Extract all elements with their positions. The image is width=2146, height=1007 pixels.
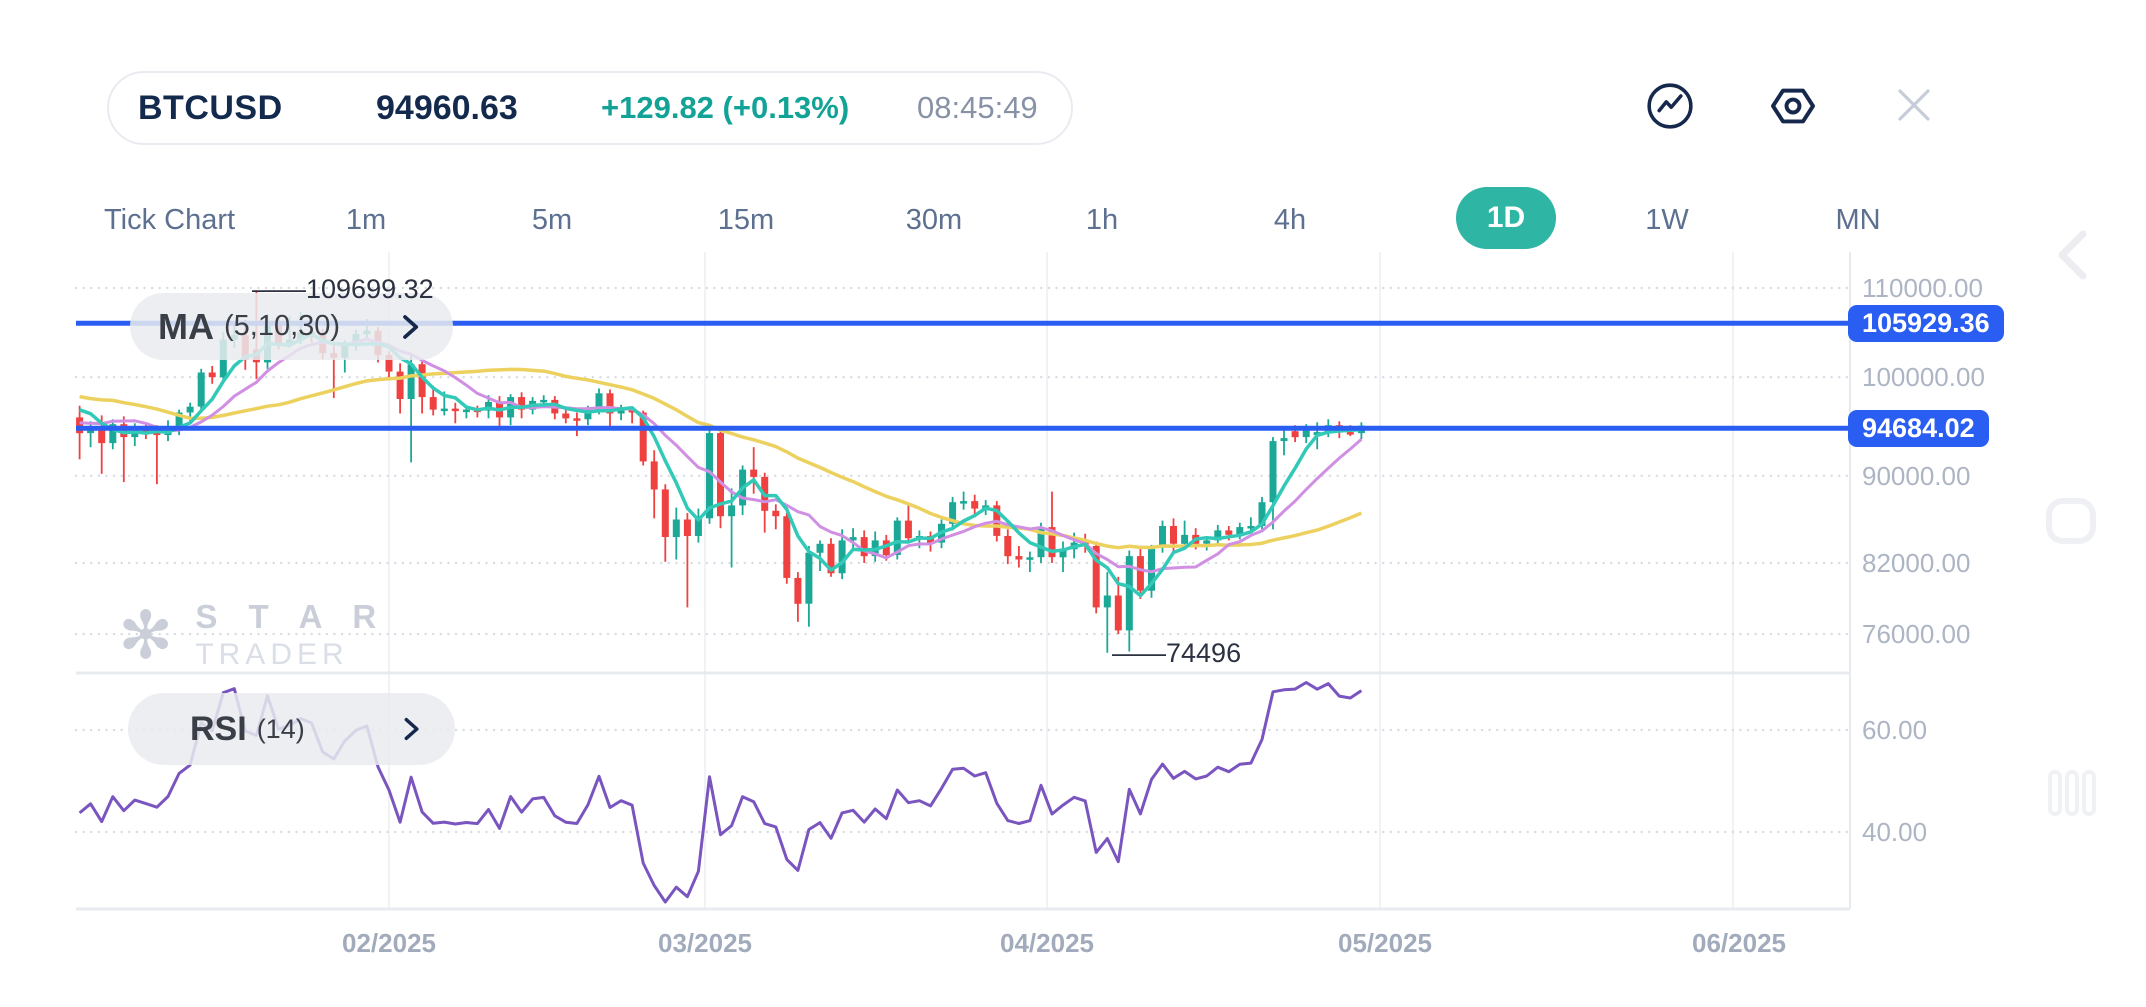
settings-hexagon-icon[interactable] (1768, 81, 1818, 131)
timeframe-1h[interactable]: 1h (1085, 204, 1119, 236)
timeframe-1w[interactable]: 1W (1645, 204, 1689, 236)
time-tick-label: 03/2025 (658, 928, 752, 958)
time-tick-label: 02/2025 (342, 928, 436, 958)
timeframe-30m[interactable]: 30m (905, 204, 963, 236)
rsi-indicator-pill[interactable]: RSI (14) (128, 693, 455, 765)
watermark-line1: S T A R (195, 598, 388, 635)
time-tick-label: 06/2025 (1692, 928, 1786, 958)
pulse-chart-icon[interactable] (1645, 81, 1695, 131)
watermark-line2: TRADER (195, 638, 349, 671)
timeframe-tick-chart[interactable]: Tick Chart (104, 204, 236, 236)
rsi-indicator-label: RSI (190, 709, 247, 748)
timeframe-1m[interactable]: 1m (345, 204, 387, 236)
timeframe-5m[interactable]: 5m (531, 204, 573, 236)
low-price-annotation: ——74496 (1112, 638, 1242, 668)
price-tick-label: 82000.00 (1862, 548, 1971, 578)
price-tick-label: 110000.00 (1862, 273, 1983, 303)
time-tick-label: 05/2025 (1338, 928, 1432, 958)
price-level-badge: 94684.02 (1848, 410, 1989, 447)
time-tick-label: 04/2025 (1000, 928, 1094, 958)
rsi-tick-label: 40.00 (1862, 817, 1928, 847)
edge-rounded-square-icon[interactable] (2046, 498, 2096, 549)
price-level-badge: 105929.36 (1848, 305, 2004, 342)
rsi-indicator-params: (14) (256, 713, 305, 744)
price-change: +129.82 (+0.13%) (601, 90, 850, 125)
ma-indicator-label: MA (158, 305, 214, 347)
price-tick-label: 100000.00 (1862, 362, 1985, 392)
timeframe-15m[interactable]: 15m (717, 204, 775, 236)
ma-indicator-pill[interactable]: MA (5,10,30) (130, 293, 453, 360)
chevron-right-icon (397, 713, 425, 745)
timeframe-4h[interactable]: 4h (1273, 204, 1307, 236)
symbol-header-pill[interactable]: BTCUSD 94960.63 +129.82 (+0.13%) 08:45:4… (107, 71, 1073, 145)
close-icon[interactable] (1890, 81, 1940, 131)
rsi-tick-label: 60.00 (1862, 715, 1928, 745)
chevron-right-icon (395, 310, 425, 344)
high-price-annotation: ——109699.32 (252, 274, 434, 304)
server-time: 08:45:49 (917, 90, 1038, 125)
last-price: 94960.63 (376, 88, 518, 127)
price-tick-label: 76000.00 (1862, 619, 1971, 649)
timeframe-mn[interactable]: MN (1835, 204, 1881, 236)
price-tick-label: 90000.00 (1862, 461, 1971, 491)
timeframe-1d[interactable]: 1D (1456, 187, 1556, 249)
collapse-panel-chevron-left-icon[interactable] (2052, 228, 2092, 287)
edge-triple-bars-icon[interactable] (2048, 770, 2096, 821)
star-logo-icon: ✻ (118, 598, 174, 672)
watermark: ✻ S T A R TRADER (118, 598, 387, 672)
ma-indicator-params: (5,10,30) (224, 310, 341, 342)
symbol-name: BTCUSD (138, 88, 283, 127)
